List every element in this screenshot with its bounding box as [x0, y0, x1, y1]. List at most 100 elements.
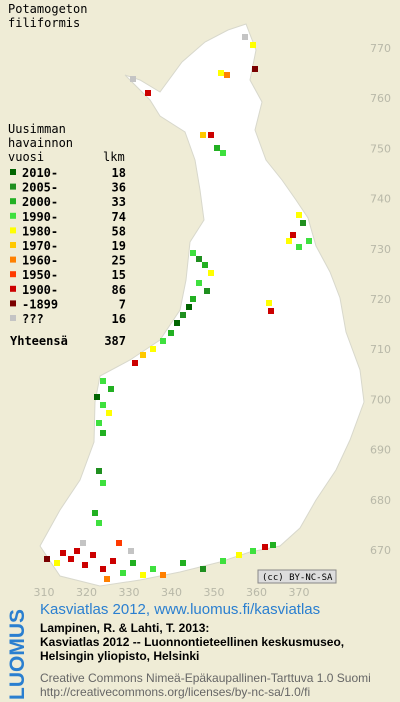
observation-square — [54, 560, 60, 566]
observation-square — [286, 238, 292, 244]
y-grid-label: 760 — [370, 92, 391, 105]
observation-square — [208, 132, 214, 138]
observation-square — [200, 566, 206, 572]
observation-square — [160, 572, 166, 578]
observation-square — [68, 556, 74, 562]
x-grid-label: 320 — [76, 586, 97, 599]
legend-year: ??? — [22, 312, 44, 326]
observation-square — [100, 378, 106, 384]
legend-swatch — [10, 169, 16, 175]
observation-square — [214, 145, 220, 151]
observation-square — [74, 548, 80, 554]
brand: LUOMUS — [6, 609, 29, 700]
legend-swatch — [10, 227, 16, 234]
observation-square — [196, 256, 202, 262]
observation-square — [100, 566, 106, 572]
observation-square — [290, 232, 296, 238]
observation-square — [168, 330, 174, 336]
x-grid-label: 360 — [246, 586, 267, 599]
observation-square — [224, 72, 230, 78]
observation-square — [116, 540, 122, 546]
observation-square — [160, 338, 166, 344]
observation-square — [106, 410, 112, 416]
observation-square — [96, 520, 102, 526]
observation-square — [180, 560, 186, 566]
license-badge — [257, 569, 337, 584]
observation-square — [180, 312, 186, 318]
legend-count: 58 — [112, 224, 126, 238]
observation-square — [200, 132, 206, 138]
observation-square — [270, 542, 276, 548]
observation-square — [204, 288, 210, 294]
legend-year: 1970- — [22, 239, 58, 253]
observation-square — [60, 550, 66, 556]
site-link: Kasviatlas 2012, www.luomus.fi/kasviatla… — [40, 601, 320, 618]
observation-square — [236, 552, 242, 558]
license-badge-text: (cc) BY-NC-SA — [262, 573, 333, 583]
observation-square — [145, 90, 151, 96]
observation-square — [100, 402, 106, 408]
legend-year: 1980- — [22, 224, 58, 238]
legend-swatch — [10, 315, 16, 321]
y-grid-label: 700 — [370, 393, 391, 406]
legend-swatch — [10, 271, 16, 278]
y-grid-label: 690 — [370, 444, 391, 457]
observation-square — [306, 238, 312, 244]
observation-square — [190, 296, 196, 302]
x-grid-label: 350 — [204, 586, 225, 599]
observation-square — [80, 540, 86, 546]
legend-year: 2010- — [22, 166, 58, 180]
legend-year: 1960- — [22, 254, 58, 268]
legend-count: 16 — [112, 312, 126, 326]
observation-square — [174, 320, 180, 326]
citation: Kasviatlas 2012 -- Luonnontieteellinen k… — [40, 635, 344, 649]
observation-square — [150, 566, 156, 572]
observation-square — [92, 510, 98, 516]
observation-square — [300, 220, 306, 226]
observation-square — [110, 558, 116, 564]
legend-count: 7 — [119, 297, 126, 311]
legend-swatch — [10, 256, 16, 263]
observation-square — [186, 304, 192, 310]
observation-square — [208, 270, 214, 276]
legend-count: 25 — [112, 254, 126, 268]
legend-heading: havainnon — [8, 136, 73, 150]
citation: Lampinen, R. & Lahti, T. 2013: — [40, 621, 209, 635]
observation-square — [132, 360, 138, 366]
x-grid-label: 370 — [289, 586, 310, 599]
legend-year: 1990- — [22, 210, 58, 224]
observation-square — [100, 430, 106, 436]
legend-year: -1899 — [22, 297, 58, 311]
observation-square — [128, 548, 134, 554]
observation-square — [250, 42, 256, 48]
y-grid-label: 740 — [370, 193, 391, 206]
legend-count: 74 — [112, 210, 126, 224]
observation-square — [266, 300, 272, 306]
citation: Helsingin yliopisto, Helsinki — [40, 649, 199, 663]
license-text: http://creativecommons.org/licenses/by-n… — [40, 685, 310, 699]
y-grid-label: 670 — [370, 544, 391, 557]
observation-square — [296, 212, 302, 218]
observation-square — [140, 572, 146, 578]
legend-count: 19 — [112, 239, 126, 253]
observation-square — [242, 34, 248, 40]
legend-total-count: 387 — [104, 334, 126, 348]
legend-swatch — [10, 183, 16, 190]
observation-square — [220, 558, 226, 564]
legend-year: 1900- — [22, 283, 58, 297]
species-title: Potamogeton — [8, 2, 87, 16]
observation-square — [202, 262, 208, 268]
legend-swatch — [10, 212, 16, 219]
legend-count: 36 — [112, 181, 126, 195]
observation-square — [190, 250, 196, 256]
legend-count: 86 — [112, 283, 126, 297]
y-grid-label: 750 — [370, 142, 391, 155]
observation-square — [150, 346, 156, 352]
legend-count: 18 — [112, 166, 126, 180]
observation-square — [268, 308, 274, 314]
observation-square — [94, 394, 100, 400]
y-grid-label: 770 — [370, 42, 391, 55]
observation-square — [250, 548, 256, 554]
legend-count: 15 — [112, 268, 126, 282]
